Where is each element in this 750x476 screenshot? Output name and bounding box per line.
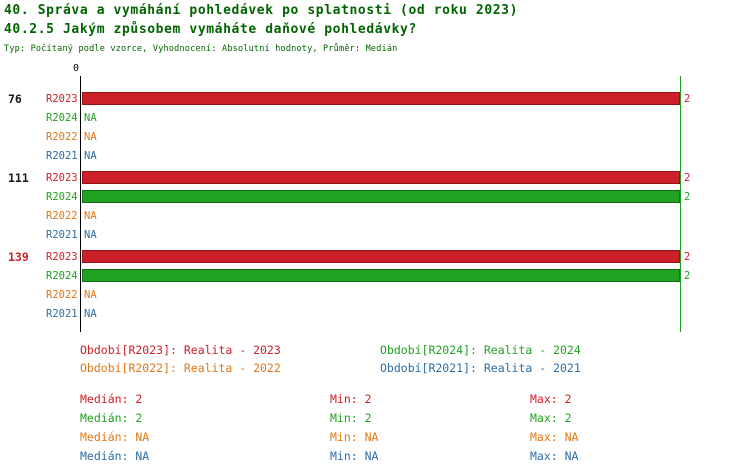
series-label: R2021 <box>46 308 78 320</box>
bar-value: 2 <box>684 251 691 263</box>
stat-median: Medián: NA <box>80 449 150 463</box>
na-value: NA <box>84 131 97 143</box>
stat-max: Max: 2 <box>530 411 572 425</box>
na-value: NA <box>84 112 97 124</box>
legend-item-r2023: Období[R2023]: Realita - 2023 <box>80 343 281 357</box>
bar-value: 2 <box>684 270 691 282</box>
na-value: NA <box>84 150 97 162</box>
chart-row: R2022 NA <box>0 130 750 144</box>
chart-meta: Typ: Počítaný podle vzorce, Vyhodnocení:… <box>4 44 398 54</box>
bar <box>82 171 680 184</box>
stat-min: Min: NA <box>330 430 379 444</box>
bar <box>82 92 680 105</box>
bar-track <box>82 171 680 184</box>
stat-min: Min: 2 <box>330 392 372 406</box>
stat-min: Min: 2 <box>330 411 372 425</box>
chart-row: R2024 2 <box>0 190 750 204</box>
na-value: NA <box>84 308 97 320</box>
group-label-1: 76 <box>8 92 22 106</box>
series-label: R2024 <box>46 191 78 203</box>
bar-value: 2 <box>684 191 691 203</box>
bar-value: 2 <box>684 172 691 184</box>
page-subtitle: 40.2.5 Jakým způsobem vymáháte daňové po… <box>4 22 417 37</box>
chart-row: R2024 2 <box>0 269 750 283</box>
bar-track <box>82 190 680 203</box>
series-label: R2023 <box>46 93 78 105</box>
series-label: R2024 <box>46 112 78 124</box>
bar-track <box>82 250 680 263</box>
bar-value: 2 <box>684 93 691 105</box>
chart-row: R2021 NA <box>0 307 750 321</box>
chart-row: R2023 2 <box>0 171 750 185</box>
legend-item-r2024: Období[R2024]: Realita - 2024 <box>380 343 581 357</box>
stat-median: Medián: 2 <box>80 392 143 406</box>
chart-row: R2022 NA <box>0 288 750 302</box>
series-label: R2023 <box>46 251 78 263</box>
chart-row: R2022 NA <box>0 209 750 223</box>
series-label: R2022 <box>46 289 78 301</box>
page-title: 40. Správa a vymáhání pohledávek po spla… <box>4 3 519 18</box>
series-label: R2021 <box>46 229 78 241</box>
bar <box>82 190 680 203</box>
series-label: R2022 <box>46 131 78 143</box>
stat-min: Min: NA <box>330 449 379 463</box>
bar <box>82 250 680 263</box>
chart-row: R2021 NA <box>0 228 750 242</box>
legend-item-r2022: Období[R2022]: Realita - 2022 <box>80 361 281 375</box>
series-label: R2024 <box>46 270 78 282</box>
stat-max: Max: NA <box>530 430 579 444</box>
bar <box>82 269 680 282</box>
group-label-2: 111 <box>8 171 29 185</box>
chart-row: R2024 NA <box>0 111 750 125</box>
legend-item-r2021: Období[R2021]: Realita - 2021 <box>380 361 581 375</box>
stat-max: Max: 2 <box>530 392 572 406</box>
bar-track <box>82 92 680 105</box>
chart-row: R2023 2 <box>0 92 750 106</box>
axis-origin-label: 0 <box>73 63 80 74</box>
na-value: NA <box>84 229 97 241</box>
stat-median: Medián: NA <box>80 430 150 444</box>
chart-row: R2021 NA <box>0 149 750 163</box>
stat-median: Medián: 2 <box>80 411 143 425</box>
na-value: NA <box>84 289 97 301</box>
series-label: R2022 <box>46 210 78 222</box>
series-label: R2023 <box>46 172 78 184</box>
na-value: NA <box>84 210 97 222</box>
y-axis-line <box>80 76 81 332</box>
bar-track <box>82 269 680 282</box>
series-label: R2021 <box>46 150 78 162</box>
stat-max: Max: NA <box>530 449 579 463</box>
max-gridline <box>680 76 681 332</box>
group-label-3: 139 <box>8 250 29 264</box>
chart-row: R2023 2 <box>0 250 750 264</box>
